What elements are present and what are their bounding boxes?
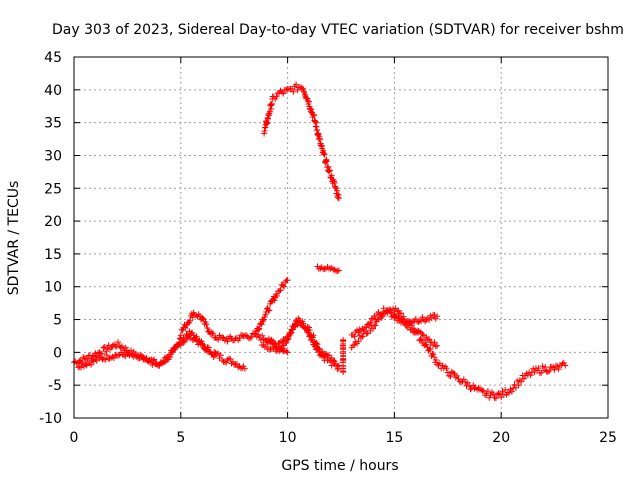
y-tick-label: 45 xyxy=(44,50,62,66)
y-tick-label: 25 xyxy=(44,181,62,197)
plot-frame xyxy=(73,56,609,419)
chart-title: Day 303 of 2023, Sidereal Day-to-day VTE… xyxy=(52,22,624,38)
y-tick-label: 20 xyxy=(44,214,62,230)
x-tick-label: 15 xyxy=(385,430,403,446)
series-points xyxy=(261,81,342,202)
series-points xyxy=(314,263,342,275)
x-tick-label: 10 xyxy=(279,430,297,446)
data-marks xyxy=(71,81,569,402)
series-points xyxy=(263,315,342,370)
y-tick-label: 5 xyxy=(53,313,62,329)
y-axis-label: SDTVAR / TECUs xyxy=(6,181,22,296)
series-s12 xyxy=(340,336,347,376)
y-tick-label: 30 xyxy=(44,148,62,164)
y-tick-label: -5 xyxy=(48,378,62,394)
series-s4 xyxy=(252,277,291,338)
y-tick-label: 40 xyxy=(44,83,62,99)
x-axis-label: GPS time / hours xyxy=(281,458,398,474)
series-s7 xyxy=(261,81,342,202)
series-points xyxy=(391,311,569,402)
series-s8 xyxy=(314,263,342,275)
x-tick-label: 25 xyxy=(599,430,617,446)
y-tick-label: 35 xyxy=(44,116,62,132)
series-points xyxy=(340,336,347,376)
x-tick-label: 20 xyxy=(492,430,510,446)
axis-ticks: 0 5 10 15 20 25 -10 -5 0 5 10 15 20 25 30 35 40 45 xyxy=(39,50,617,446)
series-s11 xyxy=(391,311,569,402)
x-tick-label: 5 xyxy=(176,430,185,446)
y-tick-label: 0 xyxy=(53,345,62,361)
series-points xyxy=(75,328,218,371)
x-tick-label: 0 xyxy=(70,430,79,446)
series-s2 xyxy=(75,328,218,371)
series-s6 xyxy=(263,315,342,370)
y-tick-label: 10 xyxy=(44,280,62,296)
y-tick-label: 15 xyxy=(44,247,62,263)
series-points xyxy=(252,277,291,338)
y-tick-label: -10 xyxy=(39,411,62,427)
